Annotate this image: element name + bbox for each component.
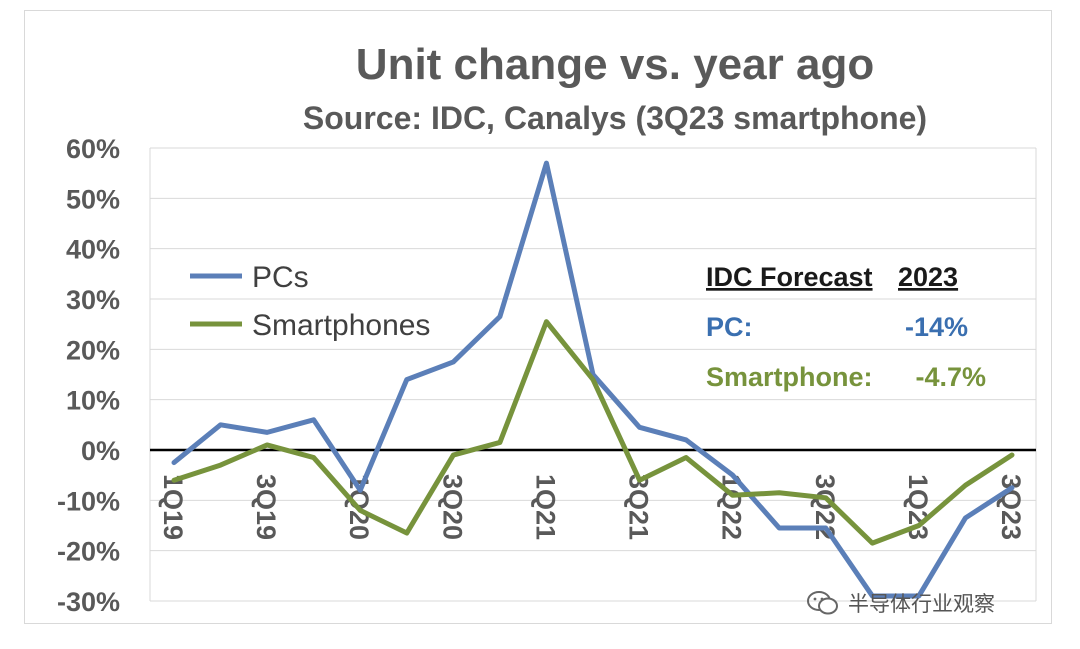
y-tick-label: 20% [66, 335, 120, 365]
forecast-pc-value: -14% [905, 312, 968, 342]
x-tick-label: 3Q23 [996, 474, 1026, 540]
y-tick-label: -30% [57, 587, 120, 617]
y-axis-ticks: 60% 50% 40% 30% 20% 10% 0% -10% -20% -30% [57, 134, 120, 617]
x-tick-label: 3Q21 [624, 474, 654, 540]
chart-frame [24, 10, 1052, 624]
x-tick-label: 3Q20 [437, 474, 467, 540]
x-tick-label: 1Q19 [158, 474, 188, 540]
legend: PCs Smartphones [190, 261, 430, 342]
series-line-pcs [171, 160, 1015, 599]
forecast-annotation: IDC Forecast 2023 PC: -14% Smartphone: -… [706, 262, 986, 392]
chart-title: Unit change vs. year ago [355, 40, 875, 89]
y-tick-label: 50% [66, 184, 120, 214]
forecast-smartphone-label: Smartphone: [706, 362, 873, 392]
forecast-header-label: IDC Forecast [706, 262, 873, 292]
forecast-header-year: 2023 [898, 262, 958, 292]
y-tick-label: 40% [66, 235, 120, 265]
y-tick-label: -20% [57, 537, 120, 567]
x-tick-label: 1Q21 [530, 474, 560, 540]
y-tick-label: -10% [57, 486, 120, 516]
legend-smartphones-label: Smartphones [252, 309, 430, 342]
forecast-smartphone-value: -4.7% [915, 362, 986, 392]
y-tick-label: 10% [66, 386, 120, 416]
wechat-icon [807, 591, 838, 615]
series-line-smartphones [171, 319, 1015, 546]
y-tick-label: 30% [66, 285, 120, 315]
y-tick-label: 0% [81, 436, 120, 466]
chart-subtitle: Source: IDC, Canalys (3Q23 smartphone) [302, 100, 928, 136]
watermark-text: 半导体行业观察 [848, 592, 995, 616]
x-tick-label: 3Q19 [251, 474, 281, 540]
gridlines [149, 147, 1037, 602]
series-lines [171, 160, 1015, 599]
legend-pcs-label: PCs [252, 261, 309, 294]
x-axis-ticks: 1Q19 3Q19 1Q20 3Q20 1Q21 3Q21 1Q22 3Q22 1Q23 3Q23 [158, 474, 1026, 540]
y-tick-label: 60% [66, 134, 120, 164]
watermark: 半导体行业观察 [806, 585, 995, 621]
forecast-pc-label: PC: [706, 312, 753, 342]
